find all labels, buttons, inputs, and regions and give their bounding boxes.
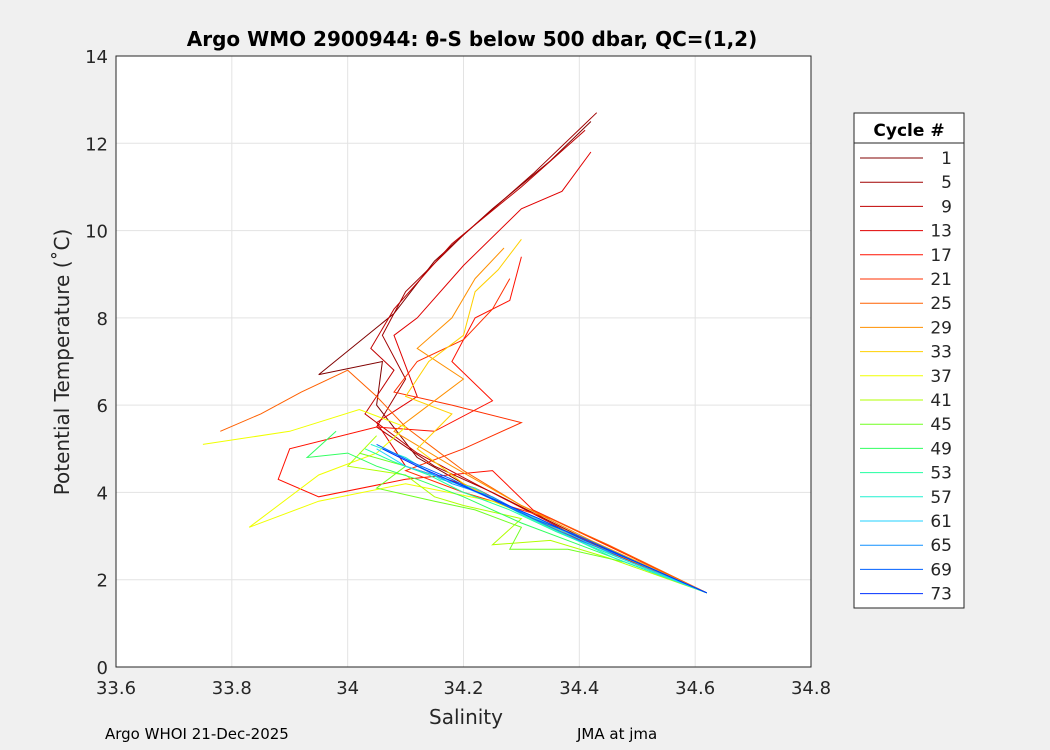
legend-entry-label: 65 (930, 536, 952, 556)
x-tick-label: 34.8 (791, 678, 831, 699)
tick-labels: 33.6 33.8 34 34.2 34.4 34.6 34.8 0 2 4 6 8 10 12 14 (85, 47, 831, 699)
series-line-cycle-45 (359, 452, 707, 594)
y-tick-label: 14 (85, 47, 108, 68)
series-line-cycle-29 (393, 247, 707, 594)
series-line-cycle-53 (364, 448, 707, 594)
x-axis-label: Salinity (429, 705, 503, 729)
x-tick-label: 34 (336, 678, 359, 699)
legend-entry-label: 21 (930, 270, 952, 290)
x-tick-label: 34.4 (559, 678, 599, 699)
series-lines (202, 112, 707, 594)
y-tick-label: 8 (97, 309, 108, 330)
series-line-cycle-21 (393, 278, 707, 594)
x-tick-label: 34.6 (675, 678, 715, 699)
legend-entry-label: 13 (930, 222, 952, 242)
legend-title: Cycle # (873, 121, 944, 141)
series-line-cycle-73 (382, 448, 707, 594)
legend-entry-label: 53 (930, 464, 952, 484)
series-line-cycle-5 (375, 112, 707, 594)
legend-entry-label: 73 (930, 585, 952, 605)
series-line-cycle-9 (364, 129, 707, 594)
series-line-cycle-61 (376, 448, 707, 594)
y-tick-label: 0 (97, 658, 108, 679)
legend-entry-label: 45 (930, 415, 952, 435)
legend-entry-label: 5 (941, 173, 952, 193)
plot-frame (115, 55, 812, 668)
legend-entry-label: 33 (930, 343, 952, 363)
legend-entry-label: 9 (941, 197, 952, 217)
y-axis-label: Potential Temperature (˚C) (50, 229, 74, 496)
y-tick-label: 6 (97, 396, 108, 417)
legend-entry-label: 69 (930, 560, 952, 580)
footer-left: Argo WHOI 21-Dec-2025 (105, 725, 289, 743)
x-tick-label: 34.2 (443, 678, 483, 699)
footer-right: JMA at jma (577, 725, 658, 743)
legend-entry-label: 29 (930, 318, 952, 338)
legend-entry-label: 49 (930, 439, 952, 459)
y-tick-label: 12 (85, 134, 108, 155)
y-tick-label: 10 (85, 222, 108, 243)
y-tick-label: 2 (97, 571, 108, 592)
legend: Cycle # 1 5 9 13 17 21 25 29 33 37 41 45 49 53 57 61 65 6… (853, 112, 965, 609)
legend-entry-label: 41 (930, 391, 952, 411)
y-tick-label: 4 (97, 483, 108, 504)
x-tick-label: 33.8 (212, 678, 252, 699)
series-line-cycle-17 (277, 256, 707, 594)
legend-entry-label: 17 (930, 246, 952, 266)
legend-entry-label: 1 (941, 149, 952, 169)
chart-title: Argo WMO 2900944: θ-S below 500 dbar, QC… (187, 27, 757, 51)
legend-entry-label: 25 (930, 294, 952, 314)
legend-entry-label: 61 (930, 512, 952, 532)
x-tick-label: 33.6 (96, 678, 136, 699)
series-line-cycle-37 (202, 408, 707, 594)
legend-entry-label: 57 (930, 488, 952, 508)
legend-entry-label: 37 (930, 367, 952, 387)
series-line-cycle-41 (346, 435, 707, 594)
